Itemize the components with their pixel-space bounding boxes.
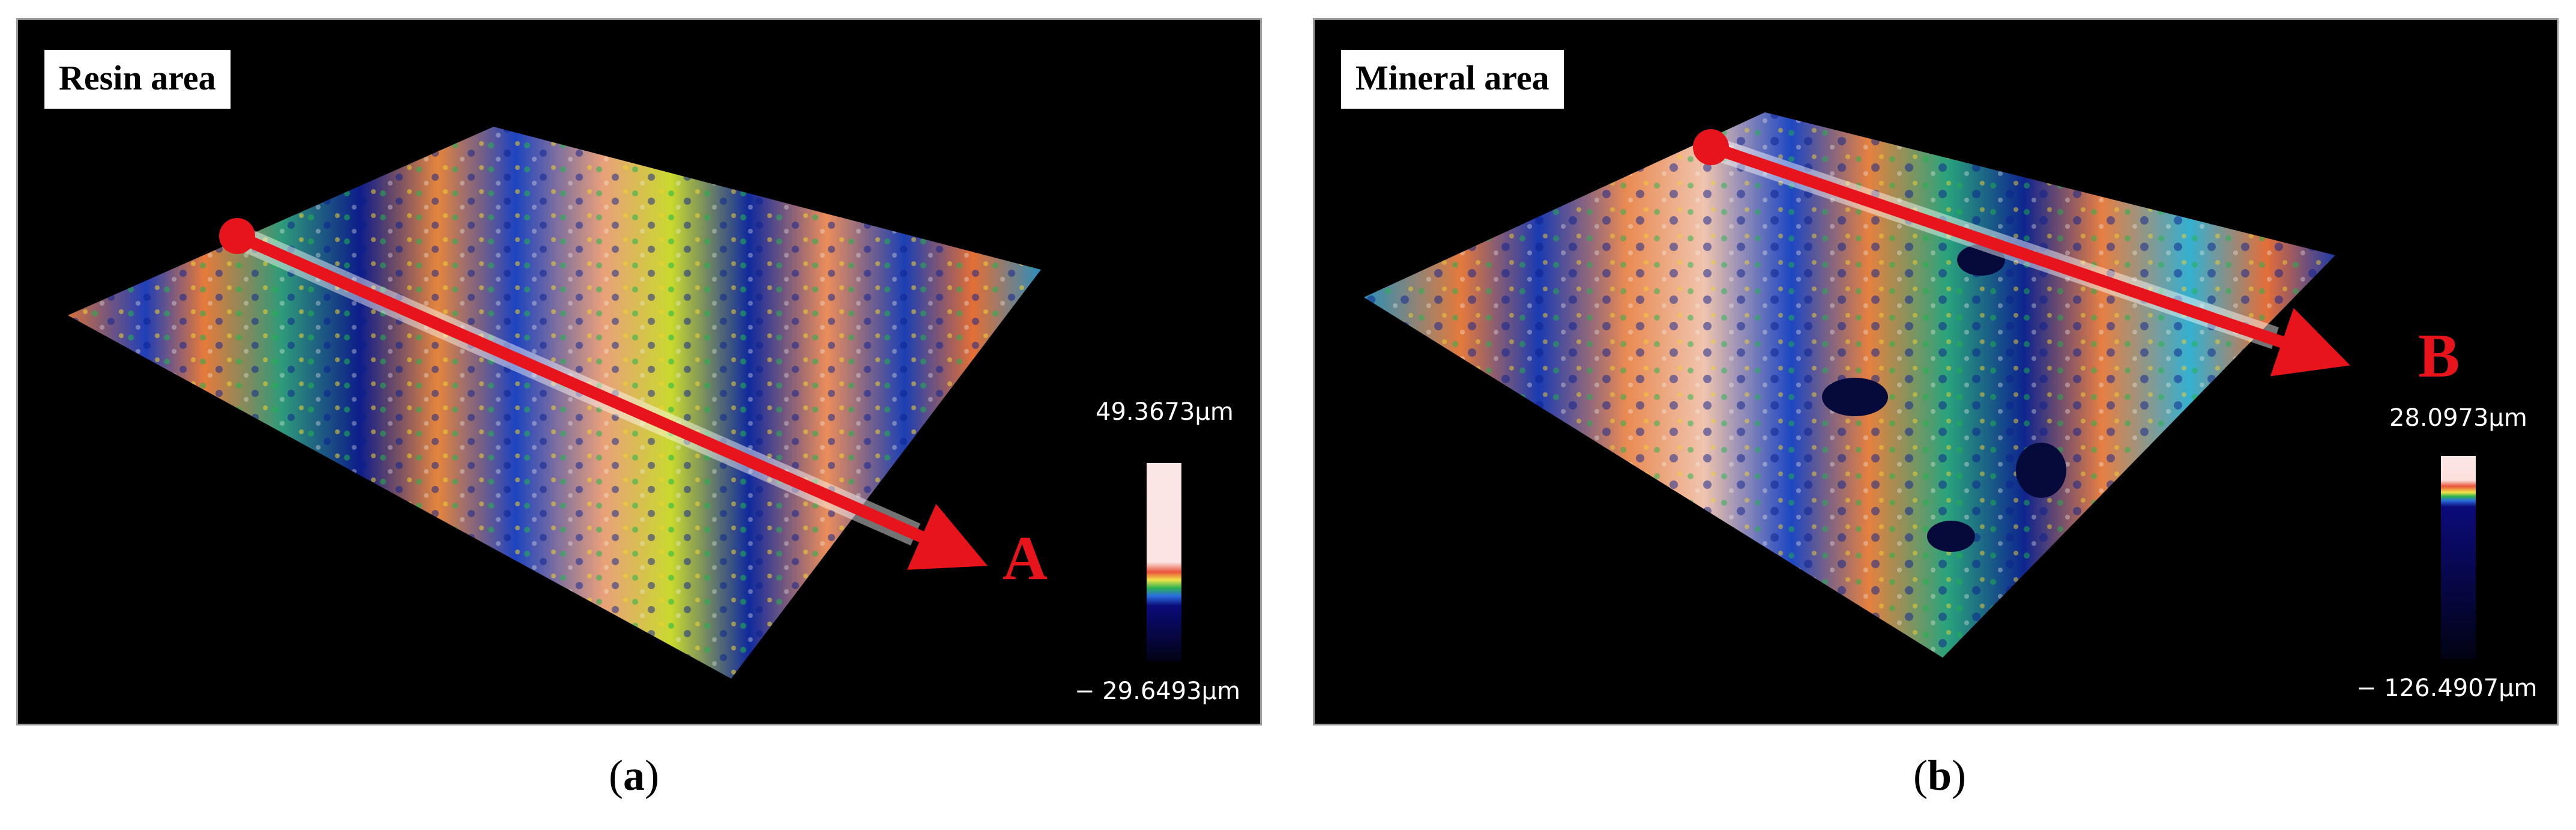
- scale-max-value: 49.3673µm: [1096, 398, 1234, 426]
- pit: [1957, 244, 2005, 276]
- scale-min-value: − 126.4907µm: [2356, 674, 2538, 702]
- caption-a: (a): [609, 751, 659, 799]
- pit: [2016, 443, 2066, 498]
- area-label: Resin area: [44, 50, 231, 109]
- caption-b: (b): [1913, 751, 1967, 799]
- pit: [1927, 521, 1975, 552]
- profile-start-point: [1693, 129, 1729, 165]
- pit: [1822, 378, 1888, 416]
- caption-letter: a: [623, 751, 645, 799]
- scale-min-value: − 29.6493µm: [1075, 677, 1241, 705]
- surface-render-mineral: [1364, 112, 2476, 659]
- scale-max-value: 28.0973µm: [2389, 404, 2527, 432]
- profile-arrow-b: [1709, 141, 2350, 377]
- surface-panel-mineral: Mineral area 28.0973µm − 126.4907µm B: [1313, 18, 2559, 725]
- height-colorbar: [1147, 463, 1181, 661]
- profile-end-marker: A: [1003, 524, 1048, 593]
- surface-render-resin: [68, 127, 1181, 679]
- area-label: Mineral area: [1341, 50, 1564, 109]
- profile-end-marker: B: [2418, 321, 2460, 390]
- caption-letter: b: [1927, 751, 1952, 799]
- profile-arrow-a: [234, 230, 988, 570]
- surface-panel-resin: Resin area 49.3673µm − 29.6493µm A: [16, 18, 1262, 725]
- profile-start-point: [219, 218, 255, 254]
- height-colorbar: [2441, 456, 2476, 659]
